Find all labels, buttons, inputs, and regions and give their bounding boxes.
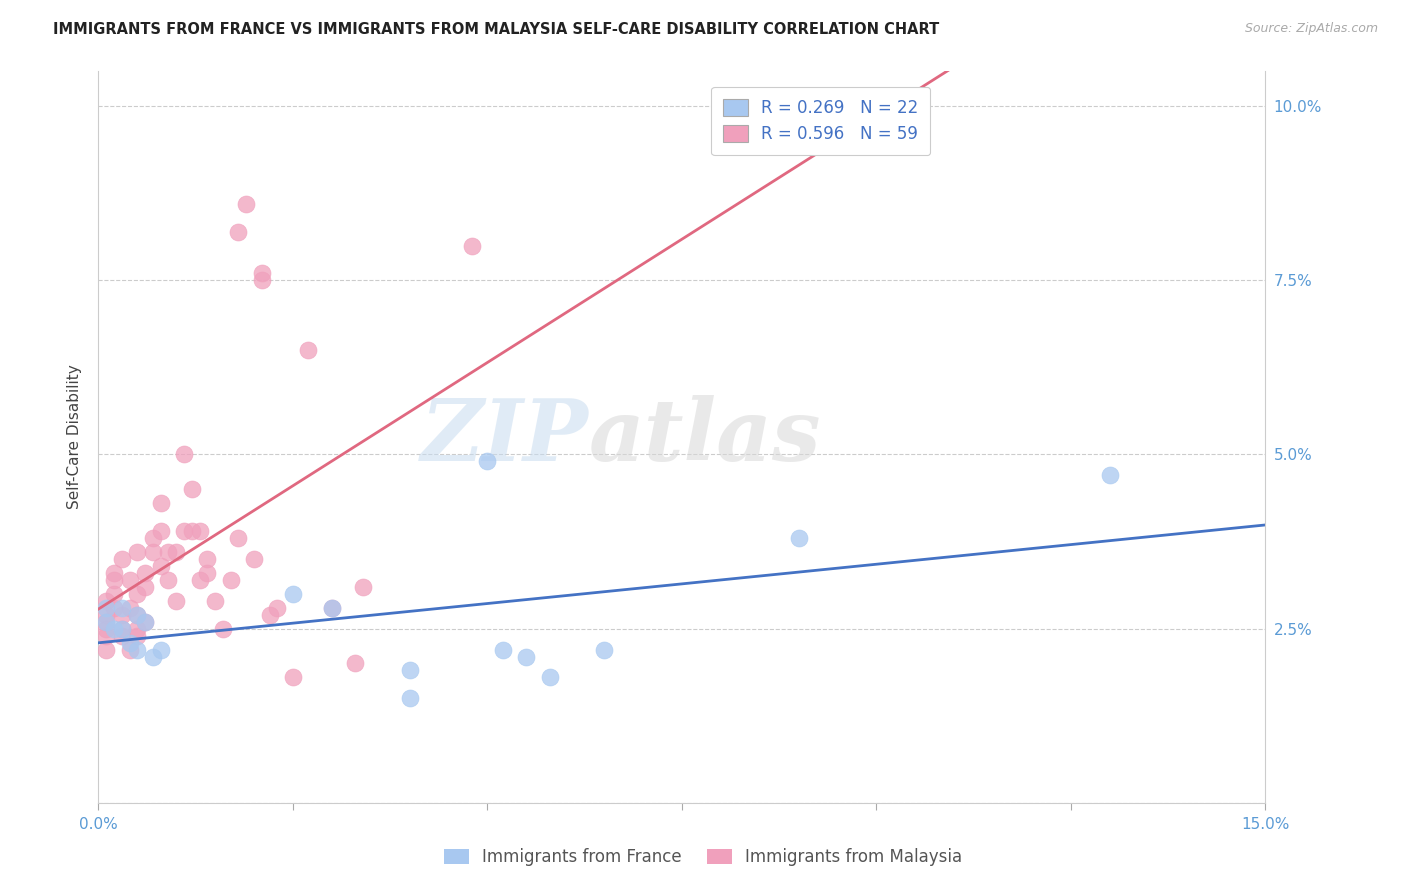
Point	[173, 448, 195, 462]
Point	[492, 642, 515, 657]
Point	[219, 573, 242, 587]
Text: ZIP: ZIP	[420, 395, 589, 479]
Point	[96, 607, 118, 622]
Point	[281, 587, 304, 601]
Point	[118, 573, 141, 587]
Point	[118, 635, 141, 649]
Point	[118, 600, 141, 615]
Point	[142, 531, 165, 545]
Point	[127, 642, 149, 657]
Point	[228, 225, 250, 239]
Point	[344, 657, 367, 671]
Point	[266, 600, 288, 615]
Point	[593, 642, 616, 657]
Point	[103, 600, 125, 615]
Point	[142, 545, 165, 559]
Point	[111, 600, 134, 615]
Legend: Immigrants from France, Immigrants from Malaysia: Immigrants from France, Immigrants from …	[437, 842, 969, 873]
Point	[118, 642, 141, 657]
Point	[477, 454, 499, 468]
Point	[127, 587, 149, 601]
Point	[173, 524, 195, 538]
Point	[1098, 468, 1121, 483]
Point	[103, 587, 125, 601]
Point	[103, 566, 125, 580]
Y-axis label: Self-Care Disability: Self-Care Disability	[67, 365, 83, 509]
Point	[103, 622, 125, 636]
Text: atlas: atlas	[589, 395, 821, 479]
Point	[96, 629, 118, 643]
Point	[165, 594, 187, 608]
Point	[134, 615, 156, 629]
Point	[111, 629, 134, 643]
Point	[149, 558, 172, 573]
Point	[127, 545, 149, 559]
Point	[157, 545, 180, 559]
Point	[127, 607, 149, 622]
Point	[96, 642, 118, 657]
Point	[180, 483, 202, 497]
Point	[103, 573, 125, 587]
Point	[127, 607, 149, 622]
Point	[321, 600, 343, 615]
Point	[134, 615, 156, 629]
Point	[212, 622, 235, 636]
Point	[787, 531, 810, 545]
Point	[127, 629, 149, 643]
Text: IMMIGRANTS FROM FRANCE VS IMMIGRANTS FROM MALAYSIA SELF-CARE DISABILITY CORRELAT: IMMIGRANTS FROM FRANCE VS IMMIGRANTS FRO…	[53, 22, 939, 37]
Point	[111, 622, 134, 636]
Point	[96, 594, 118, 608]
Point	[461, 238, 484, 252]
Point	[538, 670, 561, 684]
Point	[111, 552, 134, 566]
Point	[149, 524, 172, 538]
Point	[297, 343, 319, 357]
Point	[398, 664, 420, 678]
Point	[188, 524, 211, 538]
Point	[149, 496, 172, 510]
Point	[96, 615, 118, 629]
Point	[235, 196, 257, 211]
Point	[188, 573, 211, 587]
Point	[134, 580, 156, 594]
Point	[134, 566, 156, 580]
Point	[96, 622, 118, 636]
Point	[204, 594, 226, 608]
Point	[281, 670, 304, 684]
Point	[352, 580, 374, 594]
Point	[149, 642, 172, 657]
Point	[111, 607, 134, 622]
Text: Source: ZipAtlas.com: Source: ZipAtlas.com	[1244, 22, 1378, 36]
Point	[195, 552, 218, 566]
Point	[228, 531, 250, 545]
Point	[259, 607, 281, 622]
Point	[111, 622, 134, 636]
Point	[96, 600, 118, 615]
Point	[243, 552, 266, 566]
Legend: R = 0.269   N = 22, R = 0.596   N = 59: R = 0.269 N = 22, R = 0.596 N = 59	[711, 87, 931, 155]
Point	[515, 649, 537, 664]
Point	[142, 649, 165, 664]
Point	[398, 691, 420, 706]
Point	[195, 566, 218, 580]
Point	[157, 573, 180, 587]
Point	[250, 266, 273, 280]
Point	[165, 545, 187, 559]
Point	[127, 622, 149, 636]
Point	[321, 600, 343, 615]
Point	[250, 273, 273, 287]
Point	[180, 524, 202, 538]
Point	[96, 615, 118, 629]
